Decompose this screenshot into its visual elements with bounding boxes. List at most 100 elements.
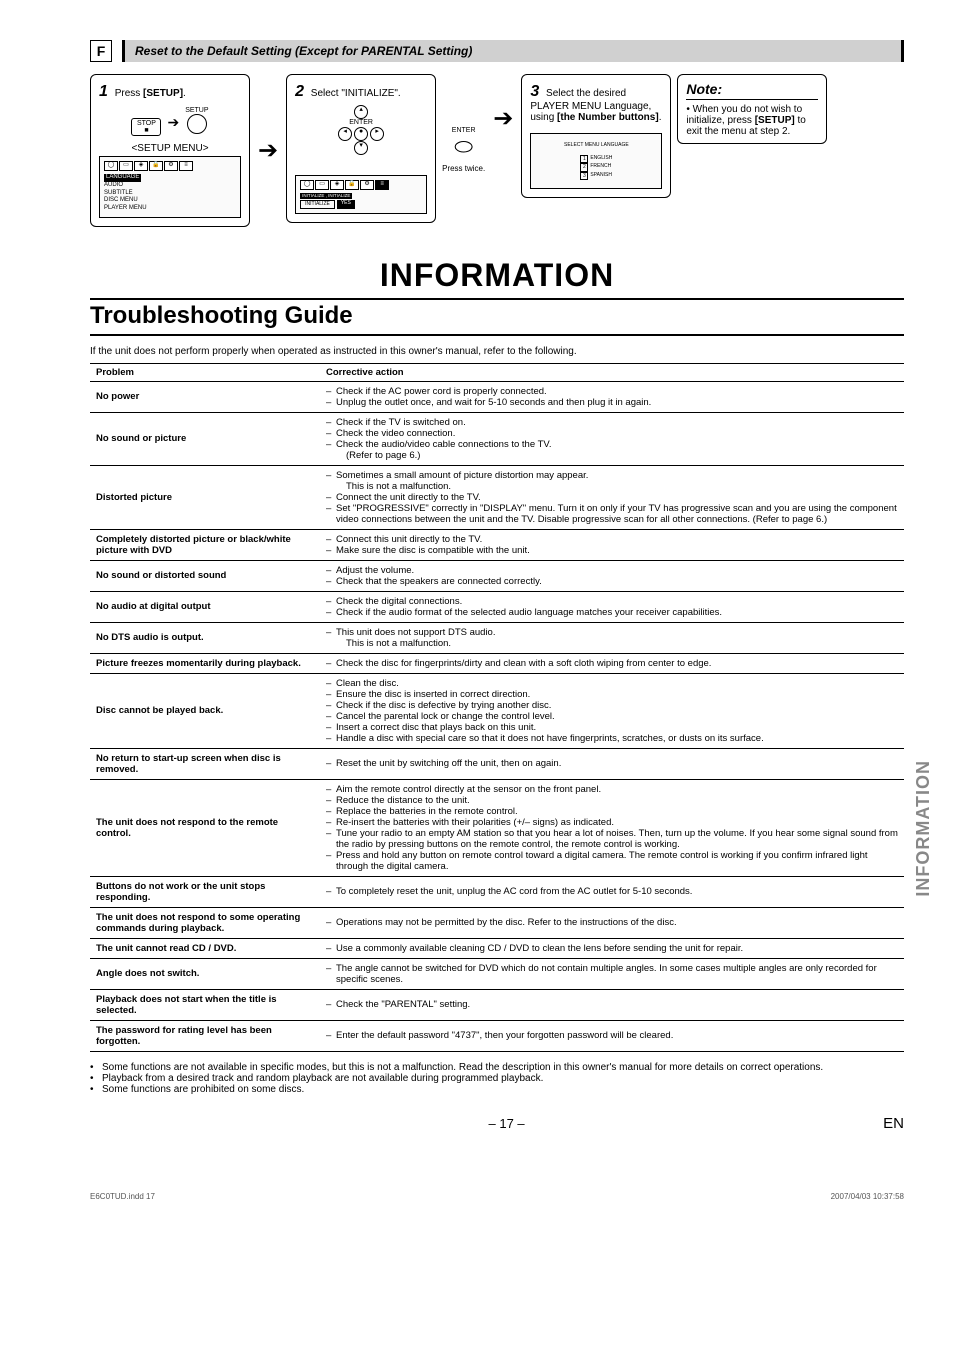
osd-icon: ◈: [330, 180, 344, 190]
step-3-number: 3: [530, 83, 539, 100]
problem-cell: No DTS audio is output.: [90, 622, 320, 653]
osd-icon: 🔒: [149, 161, 163, 171]
section-title: Reset to the Default Setting (Except for…: [122, 40, 904, 62]
osd-icon: ≡: [375, 180, 389, 190]
steps-row: 1 Press [SETUP]. STOP■ ➔ SETUP <SETUP ME…: [90, 74, 904, 227]
step-3-text-b: [the Number buttons]: [557, 112, 659, 123]
action-cell: –Check the disc for fingerprints/dirty a…: [320, 653, 904, 673]
osd-item: ENGLISH: [590, 155, 612, 164]
note-title: Note:: [686, 81, 818, 100]
stop-button-icon: STOP■: [131, 118, 161, 136]
press-twice-label: Press twice.: [442, 164, 485, 173]
enter-label: ENTER: [442, 127, 485, 134]
footnote: Some functions are not available in spec…: [102, 1062, 823, 1073]
table-row: Angle does not switch.–The angle cannot …: [90, 958, 904, 989]
problem-cell: No audio at digital output: [90, 591, 320, 622]
action-cell: –Connect this unit directly to the TV.–M…: [320, 529, 904, 560]
osd-icon: ⚙: [164, 161, 178, 171]
action-cell: –Check the digital connections.–Check if…: [320, 591, 904, 622]
section-letter: F: [90, 40, 112, 62]
problem-cell: The unit does not respond to some operat…: [90, 907, 320, 938]
step-1-number: 1: [99, 83, 108, 100]
step-1-text-b: [SETUP]: [143, 88, 183, 99]
page-lang: EN: [883, 1115, 904, 1132]
osd-icon: ◯: [104, 161, 118, 171]
osd-icon: ◈: [134, 161, 148, 171]
problem-cell: Distorted picture: [90, 465, 320, 529]
action-cell: –Aim the remote control directly at the …: [320, 779, 904, 876]
action-cell: –Adjust the volume.–Check that the speak…: [320, 560, 904, 591]
action-cell: –The angle cannot be switched for DVD wh…: [320, 958, 904, 989]
arrow-icon: ➔: [167, 114, 179, 131]
problem-cell: No return to start-up screen when disc i…: [90, 748, 320, 779]
table-row: Buttons do not work or the unit stops re…: [90, 876, 904, 907]
sub-title: Troubleshooting Guide: [90, 298, 904, 336]
table-row: The unit does not respond to the remote …: [90, 779, 904, 876]
doc-meta: E6C0TUD.indd 17 2007/04/03 10:37:58: [90, 1192, 904, 1201]
problem-cell: Angle does not switch.: [90, 958, 320, 989]
osd-item: SUBTITLE: [104, 190, 236, 198]
page-number: – 17 –: [130, 1116, 883, 1131]
step-3-text-c: .: [659, 112, 662, 123]
problem-cell: The unit cannot read CD / DVD.: [90, 938, 320, 958]
action-cell: –Use a commonly available cleaning CD / …: [320, 938, 904, 958]
table-row: The unit does not respond to some operat…: [90, 907, 904, 938]
table-row: No sound or picture–Check if the TV is s…: [90, 412, 904, 465]
footnote: Playback from a desired track and random…: [102, 1073, 543, 1084]
table-row: Playback does not start when the title i…: [90, 989, 904, 1020]
dpad-icon: ▴ ENTER ◂ ● ▸ ▾: [295, 105, 427, 155]
step-1: 1 Press [SETUP]. STOP■ ➔ SETUP <SETUP ME…: [90, 74, 250, 227]
enter-button-icon: ⬭: [442, 134, 485, 160]
doc-meta-right: 2007/04/03 10:37:58: [831, 1192, 904, 1201]
osd-header: INITIALIZE , INITIALIZE: [300, 193, 352, 199]
problem-cell: Completely distorted picture or black/wh…: [90, 529, 320, 560]
osd-icon: ▭: [119, 161, 133, 171]
osd-icon: 🔒: [345, 180, 359, 190]
intro-text: If the unit does not perform properly wh…: [90, 346, 904, 357]
table-row: No audio at digital output–Check the dig…: [90, 591, 904, 622]
osd-item: INITIALIZE: [300, 200, 335, 209]
note-body-b: [SETUP]: [755, 115, 795, 126]
table-row: Distorted picture–Sometimes a small amou…: [90, 465, 904, 529]
table-row: The unit cannot read CD / DVD.–Use a com…: [90, 938, 904, 958]
problem-cell: Picture freezes momentarily during playb…: [90, 653, 320, 673]
footnotes: •Some functions are not available in spe…: [90, 1062, 904, 1095]
table-row: No DTS audio is output.–This unit does n…: [90, 622, 904, 653]
doc-meta-left: E6C0TUD.indd 17: [90, 1192, 155, 1201]
osd-icon: ≡: [179, 161, 193, 171]
col-action: Corrective action: [320, 363, 904, 381]
setup-menu-label: <SETUP MENU>: [99, 143, 241, 154]
problem-cell: No sound or distorted sound: [90, 560, 320, 591]
osd-item: FRENCH: [590, 163, 611, 172]
step-2-osd: ◯ ▭ ◈ 🔒 ⚙ ≡ INITIALIZE , INITIALIZE INIT…: [295, 175, 427, 214]
arrow-icon: ➔: [256, 136, 280, 165]
troubleshooting-table: Problem Corrective action No power–Check…: [90, 363, 904, 1052]
setup-button-label: SETUP: [185, 107, 208, 114]
table-row: No return to start-up screen when disc i…: [90, 748, 904, 779]
problem-cell: No power: [90, 381, 320, 412]
problem-cell: No sound or picture: [90, 412, 320, 465]
main-title: INFORMATION: [90, 257, 904, 294]
action-cell: –Reset the unit by switching off the uni…: [320, 748, 904, 779]
table-row: The password for rating level has been f…: [90, 1020, 904, 1051]
step-1-text-a: Press: [115, 88, 143, 99]
osd-header: LANGUAGE: [104, 174, 141, 182]
step-3-osd: SELECT MENU LANGUAGE 1ENGLISH 2FRENCH 3S…: [530, 133, 662, 189]
step-1-text-c: .: [183, 88, 186, 99]
action-cell: –Clean the disc.–Ensure the disc is inse…: [320, 673, 904, 748]
section-header: F Reset to the Default Setting (Except f…: [90, 40, 904, 62]
action-cell: –Check if the TV is switched on.–Check t…: [320, 412, 904, 465]
side-tab: INFORMATION: [913, 760, 934, 897]
arrow-icon: ➔: [491, 104, 515, 133]
problem-cell: Disc cannot be played back.: [90, 673, 320, 748]
osd-item: YES: [337, 200, 355, 209]
osd-icon: ⚙: [360, 180, 374, 190]
problem-cell: The password for rating level has been f…: [90, 1020, 320, 1051]
page-footer: – 17 – EN: [90, 1115, 904, 1132]
action-cell: –Check the "PARENTAL" setting.: [320, 989, 904, 1020]
step-2-text: Select "INITIALIZE".: [311, 88, 401, 99]
osd-header: SELECT MENU LANGUAGE: [547, 142, 645, 149]
action-cell: –Enter the default password "4737", then…: [320, 1020, 904, 1051]
osd-item: PLAYER MENU: [104, 205, 236, 213]
table-row: No power–Check if the AC power cord is p…: [90, 381, 904, 412]
